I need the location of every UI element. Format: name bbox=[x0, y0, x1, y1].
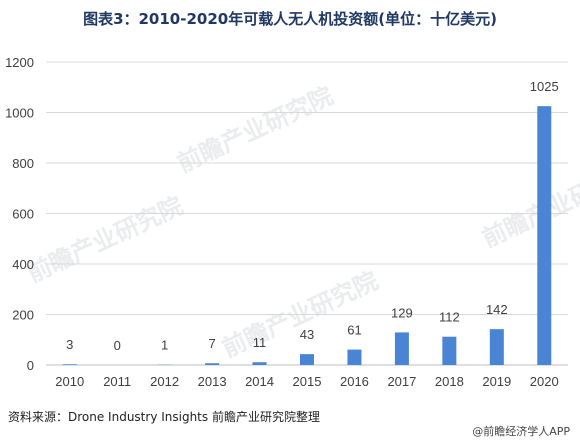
x-axis: 2010 2011 2012 2013 2014 2015 2016 2017 2018 2019… bbox=[55, 374, 558, 389]
bar bbox=[394, 332, 409, 365]
gridlines bbox=[46, 61, 568, 366]
x-tick-label: 2012 bbox=[150, 374, 179, 389]
data-label: 142 bbox=[486, 302, 508, 317]
bars bbox=[62, 106, 552, 365]
y-tick-label: 0 bbox=[27, 358, 34, 373]
y-tick-label: 400 bbox=[12, 257, 34, 272]
x-tick-label: 2017 bbox=[387, 374, 416, 389]
y-tick-label: 1200 bbox=[5, 55, 34, 70]
x-tick-label: 2010 bbox=[55, 374, 84, 389]
x-tick-label: 2015 bbox=[293, 374, 322, 389]
x-tick-label: 2020 bbox=[530, 374, 559, 389]
bar bbox=[442, 336, 457, 365]
bar bbox=[489, 329, 504, 365]
y-axis: 0 200 400 600 800 1000 1200 bbox=[5, 55, 34, 373]
y-tick-label: 600 bbox=[12, 207, 34, 222]
data-label: 1 bbox=[161, 338, 168, 353]
data-label: 129 bbox=[391, 305, 413, 320]
x-tick-label: 2011 bbox=[103, 374, 131, 389]
bar bbox=[300, 354, 314, 365]
data-label: 0 bbox=[114, 338, 121, 353]
data-label: 61 bbox=[347, 323, 361, 338]
x-tick-label: 2016 bbox=[340, 374, 369, 389]
data-label: 7 bbox=[208, 336, 215, 351]
data-label: 1025 bbox=[530, 79, 559, 94]
bar bbox=[347, 349, 362, 365]
x-tick-label: 2013 bbox=[198, 374, 227, 389]
brand-credit: @前瞻经济学人APP bbox=[472, 425, 570, 438]
data-label: 3 bbox=[66, 337, 73, 352]
bar bbox=[205, 363, 220, 365]
bar bbox=[537, 106, 552, 365]
x-tick-label: 2018 bbox=[435, 374, 464, 389]
data-label: 43 bbox=[300, 327, 314, 342]
bar bbox=[252, 362, 267, 365]
source-note: 资料来源：Drone Industry Insights 前瞻产业研究院整理 bbox=[8, 410, 320, 424]
bar bbox=[62, 364, 77, 365]
chart-title: 图表3：2010-2020年可载人无人机投资额(单位：十亿美元) bbox=[83, 10, 497, 28]
y-tick-label: 800 bbox=[12, 156, 34, 171]
y-tick-label: 1000 bbox=[5, 106, 34, 121]
data-label: 11 bbox=[253, 335, 267, 350]
x-tick-label: 2014 bbox=[245, 374, 274, 389]
y-tick-label: 200 bbox=[12, 308, 34, 323]
data-labels: 3 0 1 7 11 43 61 129 112 142 1025 bbox=[66, 79, 559, 353]
data-label: 112 bbox=[439, 310, 460, 325]
x-tick-label: 2019 bbox=[482, 374, 511, 389]
